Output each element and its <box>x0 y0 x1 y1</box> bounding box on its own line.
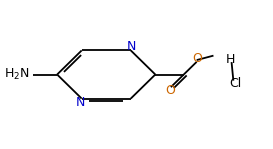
Text: O: O <box>192 52 202 65</box>
Text: H: H <box>225 53 235 66</box>
Text: N: N <box>76 96 86 109</box>
Text: Cl: Cl <box>229 77 242 90</box>
Text: H$_2$N: H$_2$N <box>4 67 30 82</box>
Text: N: N <box>127 40 136 53</box>
Text: O: O <box>165 84 175 97</box>
